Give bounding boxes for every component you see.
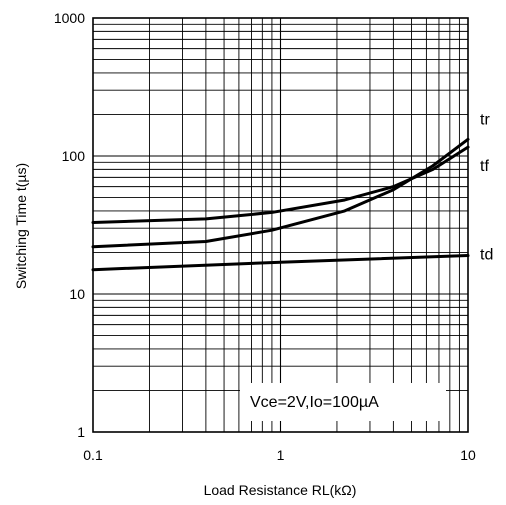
series-label-td: td [480, 247, 493, 264]
x-tick-label: 1 [277, 447, 285, 463]
y-tick-label: 10 [69, 286, 85, 302]
y-tick-label: 1000 [54, 10, 85, 26]
y-tick-label: 1 [77, 424, 85, 440]
grid-layer [93, 18, 468, 432]
annotation-text: Vce=2V,Io=100µA [250, 394, 379, 411]
series-label-layer: tr tf td [480, 111, 493, 263]
series-label-tf: tf [480, 158, 489, 175]
y-tick-label: 100 [62, 148, 86, 164]
x-tick-label: 10 [460, 447, 476, 463]
x-tick-label: 0.1 [83, 447, 103, 463]
series-label-tr: tr [480, 111, 490, 128]
x-axis-label: Load Resistance RL(kΩ) [204, 482, 357, 498]
y-axis-label: Switching Time t(µs) [13, 163, 29, 289]
